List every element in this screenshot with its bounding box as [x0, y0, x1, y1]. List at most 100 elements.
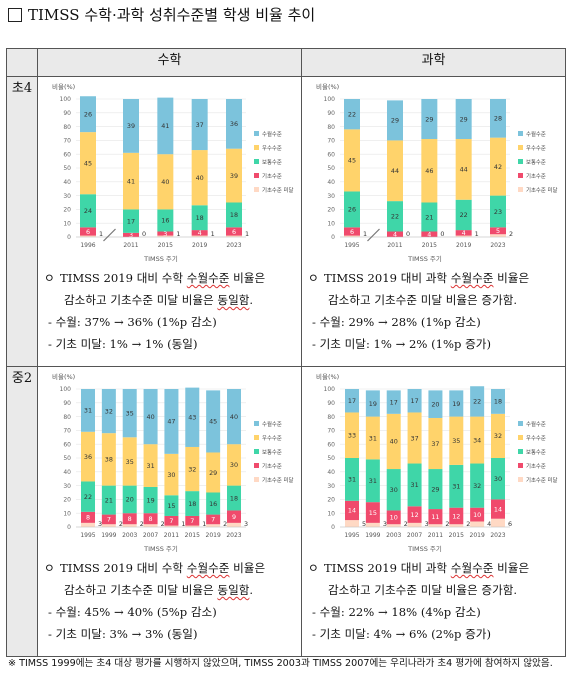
- legend-label: 기초수준: [262, 462, 282, 470]
- bar-segment: [407, 389, 422, 413]
- bar-segment: [81, 389, 95, 432]
- bar-segment: [122, 485, 137, 514]
- bar-segment: [490, 234, 506, 237]
- bullet-icon: ㅇ: [44, 271, 55, 285]
- data-label: 35: [126, 409, 134, 417]
- data-label: 21: [425, 213, 433, 221]
- bar-segment: [164, 453, 179, 496]
- chart-elem-math: 비율(%) 0 10 20 30 40 50 60 70 80 90 100 1 6 24 45 26 1996 0…: [38, 77, 301, 267]
- bar-segment: [143, 444, 158, 487]
- data-label: 36: [84, 453, 92, 461]
- data-label: 7: [211, 516, 215, 524]
- data-label: 26: [348, 206, 356, 214]
- data-label: 37: [411, 434, 419, 442]
- data-label: 12: [411, 511, 419, 519]
- bar-segment: [80, 227, 96, 236]
- data-label: 29: [460, 115, 468, 123]
- bar-segment: [449, 464, 464, 508]
- data-label: 34: [473, 436, 481, 444]
- bar-segment: [365, 390, 380, 417]
- data-label: 8: [149, 515, 153, 523]
- y-tick-label: 20: [63, 497, 71, 504]
- data-label: 20: [431, 400, 439, 408]
- data-label: 26: [84, 110, 92, 118]
- bar-segment: [101, 433, 116, 486]
- bar-segment: [101, 389, 116, 434]
- data-label: 20: [126, 496, 134, 504]
- x-tick-label: 2011: [164, 532, 179, 539]
- bar-segment: [185, 387, 200, 447]
- bar-segment: [123, 232, 139, 237]
- bar-segment: [80, 96, 96, 133]
- data-label: 14: [348, 507, 356, 515]
- data-label: 30: [167, 471, 175, 479]
- bar-segment: [428, 469, 443, 510]
- bar-segment: [185, 446, 200, 492]
- data-label: 0: [440, 230, 444, 238]
- x-tick-label: 2019: [206, 532, 221, 539]
- x-tick-label: 2023: [226, 532, 241, 539]
- legend-swatch: [254, 463, 259, 468]
- cell-mid-math: 비율(%) 0 10 20 30 40 50 60 70 80 90 100 3 8 22 36 31 1995 2…: [37, 366, 302, 657]
- notes-elem-math: ㅇ TIMSS 2019 대비 수학 수월수준 비율은 감소하고 기초수준 미달 …: [38, 267, 301, 359]
- data-label: 43: [188, 414, 196, 422]
- y-tick-label: 50: [327, 455, 335, 462]
- y-tick-label: 80: [63, 124, 71, 131]
- data-label: 15: [167, 502, 175, 510]
- data-label: 4: [198, 229, 202, 237]
- bar-segment: [164, 389, 179, 454]
- bar-segment: [407, 506, 422, 523]
- legend-label: 보통수준: [262, 159, 282, 166]
- data-label: 18: [230, 211, 238, 219]
- y-tick-label: 50: [63, 165, 71, 172]
- y-tick-label: 90: [327, 110, 335, 117]
- y-tick-label: 50: [63, 455, 71, 462]
- bar-segment: [226, 148, 242, 203]
- data-label: 4: [393, 231, 397, 239]
- data-label: 35: [452, 437, 460, 445]
- data-label: 32: [188, 465, 196, 473]
- data-label: 31: [452, 483, 460, 491]
- bar-segment: [449, 524, 464, 527]
- chart-mid-science: 비율(%) 0 10 20 30 40 50 60 70 80 90 100 5 14 31 33 17 1995…: [302, 367, 565, 557]
- x-axis-label: TIMSS 주기: [143, 254, 178, 263]
- x-tick-label: 2007: [407, 532, 422, 539]
- legend-label: 기초수준 미달: [262, 476, 294, 484]
- y-tick-label: 10: [327, 220, 335, 227]
- bar-segment: [164, 495, 179, 516]
- y-tick-label: 80: [327, 124, 335, 131]
- data-label: 22: [473, 398, 481, 406]
- data-label: 40: [161, 178, 169, 186]
- data-label: 1: [181, 520, 185, 528]
- note-line-1: TIMSS 2019 대비 과학 수월수준 비율은: [324, 271, 530, 285]
- data-label: 32: [105, 407, 113, 415]
- legend-label: 기초수준 미달: [526, 476, 558, 484]
- data-label: 30: [390, 486, 398, 494]
- note-sub-1: - 수월: 22% → 18% (4%p 감소): [312, 605, 481, 619]
- notes-elem-science: ㅇ TIMSS 2019 대비 과학 수월수준 비율은 감소하고 기초수준 미달 …: [302, 267, 565, 359]
- bar-segment: [345, 389, 359, 413]
- bar-segment: [455, 235, 472, 237]
- y-tick-label: 40: [63, 179, 71, 186]
- footnote: ※ TIMSS 1999에는 초4 대상 평가를 시행하지 않았으며, TIMS…: [8, 658, 553, 669]
- legend-swatch: [518, 435, 523, 440]
- data-label: 16: [209, 500, 217, 508]
- data-label: 15: [369, 509, 377, 517]
- y-tick-label: 20: [63, 207, 71, 214]
- data-label: 10: [390, 514, 398, 522]
- bar-segment: [386, 390, 401, 414]
- y-axis-label: 비율(%): [52, 372, 75, 381]
- y-tick-label: 10: [63, 220, 71, 227]
- legend-label: 기초수준: [262, 172, 282, 180]
- legend-label: 우수수준: [262, 145, 282, 152]
- bar-segment: [421, 231, 438, 237]
- legend-swatch: [254, 421, 259, 426]
- data-label: 7: [107, 516, 111, 524]
- bar-segment: [455, 230, 472, 236]
- y-axis-label: 비율(%): [316, 82, 339, 91]
- bar-segment: [81, 511, 95, 523]
- bar-segment: [491, 499, 505, 519]
- table-corner: [6, 48, 38, 77]
- y-tick-label: 30: [327, 483, 335, 490]
- bar-segment: [157, 154, 174, 210]
